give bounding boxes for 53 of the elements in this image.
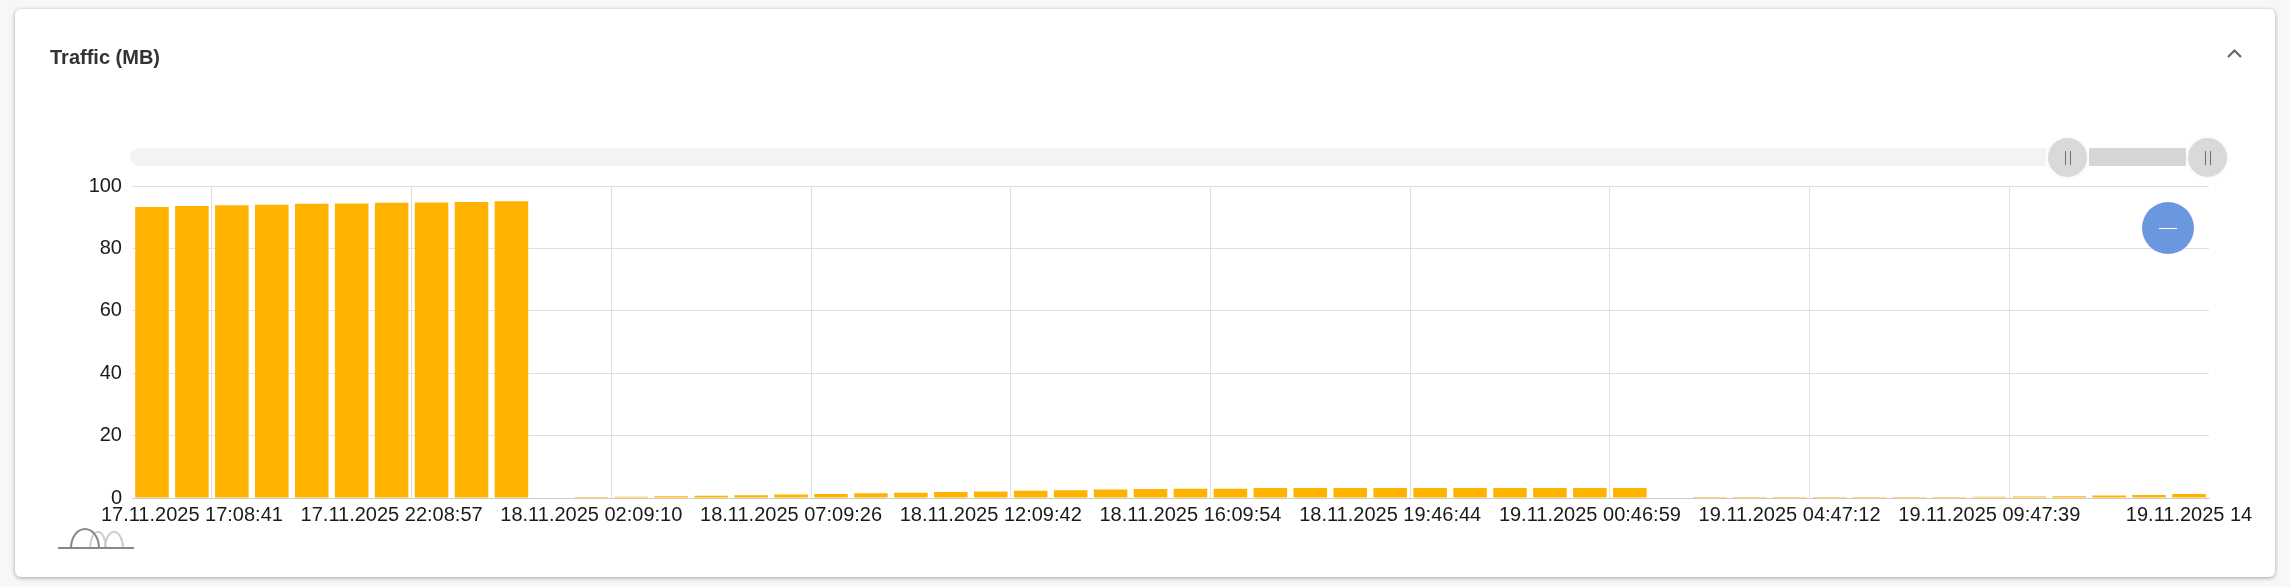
- bar: [1093, 489, 1128, 498]
- bar: [2172, 493, 2206, 498]
- x-tick-label: 18.11.2025 02:09:10: [500, 502, 683, 525]
- bar: [1133, 488, 1168, 498]
- bar: [934, 492, 968, 498]
- bar: [374, 202, 409, 498]
- bar: [255, 204, 289, 498]
- bar: [1293, 488, 1328, 498]
- x-tick-label: 19.11.2025 00:46:59: [1498, 502, 1681, 525]
- bar: [175, 205, 209, 498]
- x-tick-label: 19.11.2025 09:47:39: [1898, 502, 2081, 525]
- x-tick-label: 19.11.2025 04:47:12: [1698, 502, 1881, 525]
- bar: [1333, 488, 1368, 498]
- bar: [1213, 488, 1248, 498]
- bar: [1013, 490, 1048, 498]
- y-tick-label: 20: [99, 423, 122, 446]
- bar: [494, 201, 529, 498]
- x-tick-label: 18.11.2025 07:09:26: [700, 502, 883, 525]
- bar: [1373, 488, 1407, 498]
- y-tick-label: 80: [99, 235, 122, 258]
- bar: [414, 202, 449, 498]
- bar: [1053, 490, 1088, 498]
- y-tick-label: 0: [110, 485, 122, 508]
- bar: [454, 201, 489, 498]
- bar: [215, 205, 249, 498]
- bar: [1413, 488, 1447, 498]
- bar: [294, 203, 329, 498]
- bar: [774, 494, 808, 498]
- x-tick-label: 17.11.2025 22:08:57: [300, 502, 483, 525]
- bar: [1573, 488, 1607, 498]
- bar: [1173, 488, 1208, 498]
- y-tick-label: 100: [88, 173, 122, 196]
- bar: [1493, 488, 1527, 498]
- x-tick-label: 19.11.2025 14: [2125, 502, 2253, 525]
- bar: [2132, 494, 2166, 498]
- bar: [734, 495, 768, 498]
- bar: [1453, 488, 1487, 498]
- y-tick-label: 40: [99, 360, 122, 383]
- bar: [973, 491, 1008, 498]
- bar: [894, 492, 928, 498]
- x-tick-label: 18.11.2025 12:09:42: [899, 502, 1082, 525]
- bar: [2092, 495, 2126, 498]
- chart-title: Traffic (MB): [50, 46, 160, 69]
- bar: [854, 493, 888, 498]
- y-tick-label: 60: [99, 298, 122, 321]
- bar: [135, 206, 169, 498]
- bar: [334, 203, 369, 498]
- x-tick-label: 18.11.2025 19:46:44: [1299, 502, 1482, 525]
- bar: [814, 493, 848, 498]
- bar: [1533, 488, 1567, 498]
- bar: [1613, 488, 1647, 498]
- bar: [1253, 488, 1288, 498]
- x-tick-label: 18.11.2025 16:09:54: [1099, 502, 1282, 525]
